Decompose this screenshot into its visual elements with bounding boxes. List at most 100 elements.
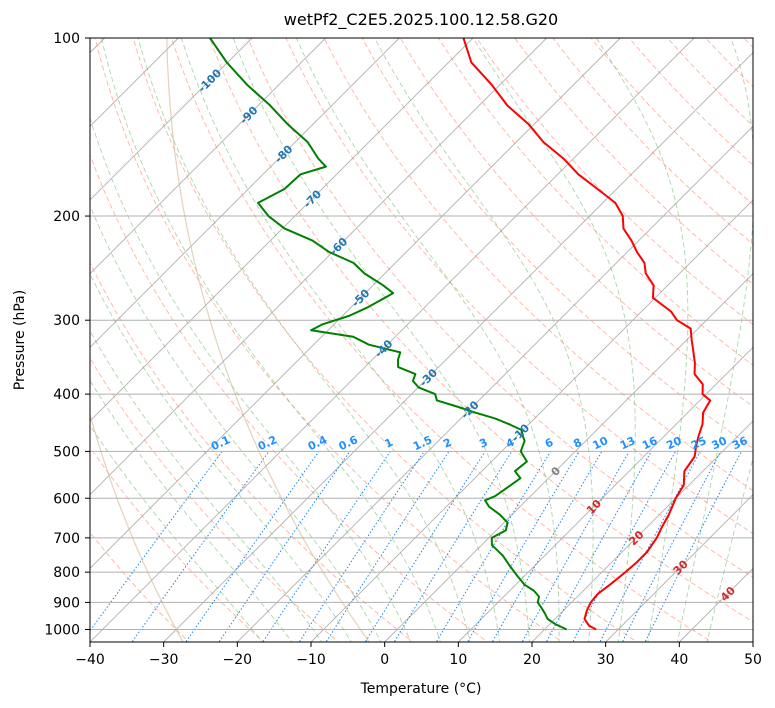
- x-axis-ticks: −40 −30 −20 −10 0 10 20 30 40 50: [75, 642, 762, 668]
- x-tick-label: 40: [670, 652, 688, 668]
- dry-adiabat-line: [552, 38, 753, 245]
- dry-adiabat-line: [590, 38, 753, 206]
- dry-adiabat-line: [90, 446, 265, 642]
- mixing-ratio-line: [644, 451, 742, 642]
- mixing-ratio-line: [218, 451, 351, 642]
- moist-adiabat-line: [90, 424, 263, 642]
- isotherm-label: -30: [417, 366, 440, 389]
- pressure-gridlines: [90, 37, 753, 630]
- x-tick-label: −20: [223, 652, 253, 668]
- dry-adiabat-line: [285, 38, 753, 535]
- isotherm-line: [531, 420, 753, 642]
- isotherm-line: [163, 52, 753, 642]
- isotherm-line: [605, 494, 753, 642]
- mixing-ratio-label: 1: [383, 436, 395, 451]
- y-tick-label: 200: [53, 209, 80, 225]
- mixing-ratio-label: 16: [640, 434, 660, 452]
- reference-curve: [90, 412, 184, 642]
- mixing-ratio-line: [364, 451, 486, 642]
- x-tick-label: 10: [449, 652, 467, 668]
- mixing-ratio-line: [298, 451, 425, 642]
- chart-title: wetPf2_C2E5.2025.100.12.58.G20: [284, 10, 558, 30]
- moist-adiabat-line: [90, 272, 352, 642]
- dry-adiabat-line: [743, 38, 753, 49]
- x-axis-label: Temperature (°C): [360, 681, 482, 697]
- mixing-ratio-line: [393, 451, 513, 642]
- y-tick-label: 1000: [44, 622, 80, 638]
- profile-lines: [209, 38, 712, 631]
- dry-adiabat-line: [170, 38, 713, 642]
- mixing-ratio-line: [466, 451, 580, 642]
- y-tick-label: 400: [53, 387, 80, 403]
- isotherm-line: [90, 38, 326, 275]
- mixing-ratio-label: 0.6: [337, 433, 360, 453]
- moist-adiabat-line: [180, 38, 501, 642]
- temperature-profile: [462, 38, 712, 631]
- x-tick-label: 50: [744, 652, 762, 668]
- y-tick-label: 800: [53, 565, 80, 581]
- mixing-ratio-label: 6: [543, 436, 556, 451]
- dry-adiabat-line: [705, 38, 753, 88]
- mixing-ratio-label: 30: [710, 434, 730, 452]
- mixing-ratio-label: 10: [591, 434, 611, 452]
- isotherm-line: [90, 38, 621, 569]
- mixing-ratio-line: [131, 451, 270, 642]
- isotherm-line: [90, 38, 253, 201]
- isotherm-line: [752, 641, 753, 642]
- x-tick-label: −10: [296, 652, 326, 668]
- mixing-ratio-label: 0.1: [209, 433, 232, 453]
- y-axis-label: Pressure (hPa): [12, 290, 28, 390]
- dry-adiabat-line: [90, 357, 339, 642]
- mixing-ratio-line: [325, 451, 450, 642]
- isotherm-label: 40: [718, 584, 738, 604]
- line-labels: 0.1 0.2 0.4 0.6 1 1.5 2 3 4 6 8 10 13 16 20 25 30 36-100-…: [196, 66, 750, 604]
- isotherm-line: [679, 567, 753, 642]
- mixing-ratio-label: 3: [477, 436, 489, 451]
- isotherm-line: [90, 38, 547, 496]
- isotherm-label: -70: [301, 187, 324, 210]
- moist-adiabat-line: [90, 379, 293, 642]
- isotherm-line: [237, 125, 753, 642]
- mixing-ratio-line: [491, 451, 603, 642]
- isotherm-label: -100: [196, 66, 225, 95]
- mixing-ratio-label: 0.2: [256, 433, 279, 453]
- plot-frame: [89, 37, 754, 643]
- mixing-ratio-line: [262, 451, 391, 642]
- mixing-ratio-line: [572, 451, 676, 642]
- mixing-ratio-label: 20: [664, 434, 684, 452]
- mixing-ratio-label: 0.4: [306, 433, 329, 453]
- isotherm-label: 0: [549, 464, 564, 479]
- isotherm-line: [90, 38, 474, 422]
- x-tick-label: −40: [75, 652, 105, 668]
- y-axis-ticks: 100 200 300 400 500 600 700 800 900 1000: [44, 31, 90, 638]
- mixing-ratio-label: 25: [689, 434, 708, 452]
- mixing-ratio-line: [90, 451, 223, 632]
- mixing-ratio-line: [185, 451, 320, 642]
- moist-adiabat-line: [295, 38, 560, 642]
- mixing-ratio-line: [435, 451, 552, 642]
- reference-curve: [166, 38, 370, 642]
- moist-adiabat-line: [676, 38, 753, 642]
- y-tick-label: 300: [53, 313, 80, 329]
- moist-adiabat-line: [706, 456, 753, 642]
- isotherm-label: -40: [372, 337, 395, 360]
- mixing-ratio-label: 13: [618, 434, 637, 452]
- y-tick-label: 600: [53, 491, 80, 507]
- x-tick-label: 30: [597, 652, 615, 668]
- dry-adiabat-line: [476, 38, 753, 326]
- mixing-ratio-line: [621, 451, 722, 642]
- x-tick-label: 0: [380, 652, 389, 668]
- moist-adiabat-line: [472, 38, 636, 642]
- y-tick-label: 900: [53, 595, 80, 611]
- isotherm-line: [384, 273, 753, 642]
- isotherm-label: -90: [237, 104, 260, 127]
- isotherm-label: -60: [327, 235, 350, 258]
- x-tick-label: 20: [523, 652, 541, 668]
- isotherm-line: [310, 199, 753, 642]
- dewpoint-profile: [209, 38, 568, 631]
- isotherm-line: [90, 38, 695, 642]
- isotherm-line: [90, 38, 400, 348]
- y-tick-label: 500: [53, 444, 80, 460]
- isotherm-line: [458, 346, 753, 642]
